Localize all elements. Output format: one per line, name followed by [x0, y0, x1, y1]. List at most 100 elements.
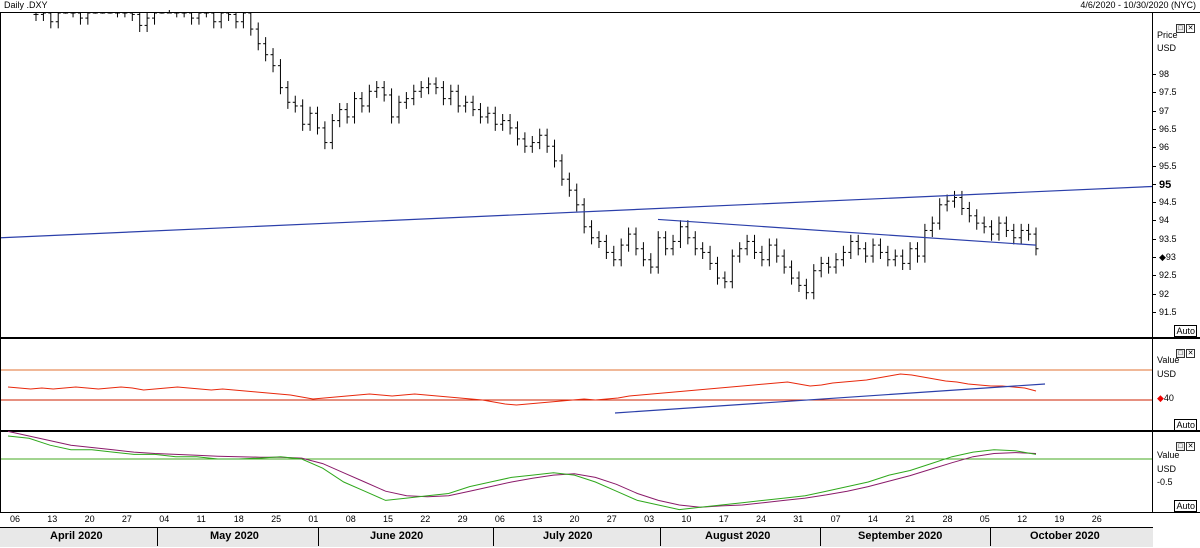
day-tick-label: 31	[793, 514, 804, 524]
price-tick-label: 93.5	[1159, 233, 1177, 244]
month-label: August 2020	[705, 530, 771, 542]
month-label: May 2020	[210, 530, 259, 542]
price-tick-mark	[1153, 110, 1156, 112]
close-icon[interactable]: ✕	[1186, 442, 1195, 451]
price-axis-unit: USD	[1157, 43, 1177, 53]
day-tick-label: 13	[532, 514, 543, 524]
maximize-icon[interactable]: □	[1176, 349, 1185, 358]
price-tick-label: 97.5	[1159, 87, 1177, 98]
month-separator	[318, 528, 319, 546]
price-tick-mark	[1153, 147, 1156, 149]
day-tick-label: 27	[121, 514, 132, 524]
price-tick-label: 94.5	[1159, 197, 1177, 208]
price-tick-mark	[1153, 183, 1156, 185]
date-range-label: 4/6/2020 - 10/30/2020 (NYC)	[1080, 0, 1196, 10]
rsi-auto-button[interactable]: Auto	[1174, 419, 1197, 431]
price-tick-mark	[1153, 238, 1156, 240]
maximize-icon[interactable]: □	[1176, 442, 1185, 451]
month-separator	[660, 528, 661, 546]
day-tick-label: 20	[84, 514, 95, 524]
month-label: April 2020	[50, 530, 103, 542]
rsi-trendline	[614, 383, 1046, 414]
day-tick-label: 01	[308, 514, 319, 524]
day-tick-label: 14	[867, 514, 878, 524]
day-tick-label: 06	[10, 514, 21, 524]
day-tick-label: 26	[1091, 514, 1102, 524]
price-tick-mark	[1153, 257, 1156, 259]
falling-trendline	[657, 218, 1037, 246]
symbol-label: Daily .DXY	[4, 0, 48, 10]
macd-auto-button[interactable]: Auto	[1174, 500, 1197, 512]
price-tick-mark	[1153, 128, 1156, 130]
month-label: July 2020	[543, 530, 593, 542]
day-tick-label: 15	[383, 514, 394, 524]
header-bar: Daily .DXY 4/6/2020 - 10/30/2020 (NYC)	[0, 0, 1200, 12]
day-tick-label: 20	[569, 514, 580, 524]
price-tick-mark	[1153, 220, 1156, 222]
macd-tick-label: -0.5	[1157, 477, 1173, 487]
price-tick-label: 91.5	[1159, 307, 1177, 317]
price-tick-label: 98	[1159, 69, 1170, 79]
macd-pane[interactable]	[0, 431, 1153, 513]
signal-line	[7, 430, 1037, 508]
month-label: September 2020	[858, 530, 943, 542]
price-auto-button[interactable]: Auto	[1174, 325, 1197, 337]
month-separator	[493, 528, 494, 546]
month-label: June 2020	[370, 530, 424, 542]
macd-pane-controls: □ ✕	[1175, 435, 1197, 451]
day-tick-label: 29	[457, 514, 468, 524]
close-icon[interactable]: ✕	[1186, 349, 1195, 358]
rsi-pane[interactable]	[0, 338, 1153, 431]
day-tick-label: 28	[942, 514, 953, 524]
price-pane-controls: □ ✕	[1175, 17, 1197, 33]
day-tick-label: 07	[830, 514, 841, 524]
price-tick-mark	[1153, 275, 1156, 277]
day-tick-label: 24	[756, 514, 767, 524]
day-tick-label: 11	[196, 514, 206, 524]
price-tick-label: 95	[1159, 178, 1172, 191]
macd-axis-title: Value	[1157, 450, 1180, 460]
price-tick-mark	[1153, 202, 1156, 204]
month-axis: April 2020 May 2020 June 2020 July 2020 Augu…	[0, 527, 1153, 547]
maximize-icon[interactable]: □	[1176, 24, 1185, 33]
month-separator	[157, 528, 158, 546]
macd-line	[7, 435, 1037, 511]
day-tick-label: 21	[905, 514, 916, 524]
rsi-axis: □ ✕ Value USD ◆40 Auto	[1153, 338, 1200, 431]
price-tick-mark	[1153, 92, 1156, 94]
rsi-tick-label: ◆40	[1157, 393, 1174, 403]
price-tick-label: 95.5	[1159, 160, 1177, 171]
day-tick-label: 08	[345, 514, 356, 524]
day-tick-label: 03	[644, 514, 655, 524]
day-tick-label: 27	[606, 514, 617, 524]
day-tick-label: 06	[494, 514, 505, 524]
day-tick-label: 22	[420, 514, 431, 524]
day-tick-label: 04	[159, 514, 170, 524]
price-tick-label: ◆93	[1159, 252, 1176, 263]
price-tick-mark	[1153, 293, 1156, 295]
close-icon[interactable]: ✕	[1186, 24, 1195, 33]
price-tick-mark	[1153, 74, 1156, 75]
month-separator	[820, 528, 821, 546]
day-tick-label: 10	[681, 514, 692, 524]
price-tick-label: 96	[1159, 142, 1170, 153]
price-pane[interactable]	[0, 12, 1153, 338]
rsi-pane-controls: □ ✕	[1175, 342, 1197, 358]
month-label: October 2020	[1030, 530, 1100, 542]
rsi-axis-unit: USD	[1157, 369, 1177, 379]
day-tick-label: 18	[233, 514, 244, 524]
price-tick-label: 92	[1159, 288, 1170, 299]
month-separator	[990, 528, 991, 546]
macd-axis: □ ✕ Value USD -0.5 Auto	[1153, 431, 1200, 513]
day-tick-label: 17	[718, 514, 729, 524]
price-axis-title: Price	[1157, 30, 1178, 40]
price-tick-label: 92.5	[1159, 270, 1177, 281]
day-tick-label: 05	[979, 514, 990, 524]
price-tick-label: 97	[1159, 105, 1170, 116]
rsi-axis-title: Value	[1157, 355, 1180, 365]
price-tick-mark	[1153, 312, 1156, 313]
price-axis: □ ✕ Price USD 98 97.5 97 96.5 96 95.5 95 94.5 94 9…	[1153, 12, 1200, 338]
chart-canvas	[0, 10, 1153, 511]
macd-axis-unit: USD	[1157, 464, 1177, 474]
day-tick-label: 13	[47, 514, 58, 524]
